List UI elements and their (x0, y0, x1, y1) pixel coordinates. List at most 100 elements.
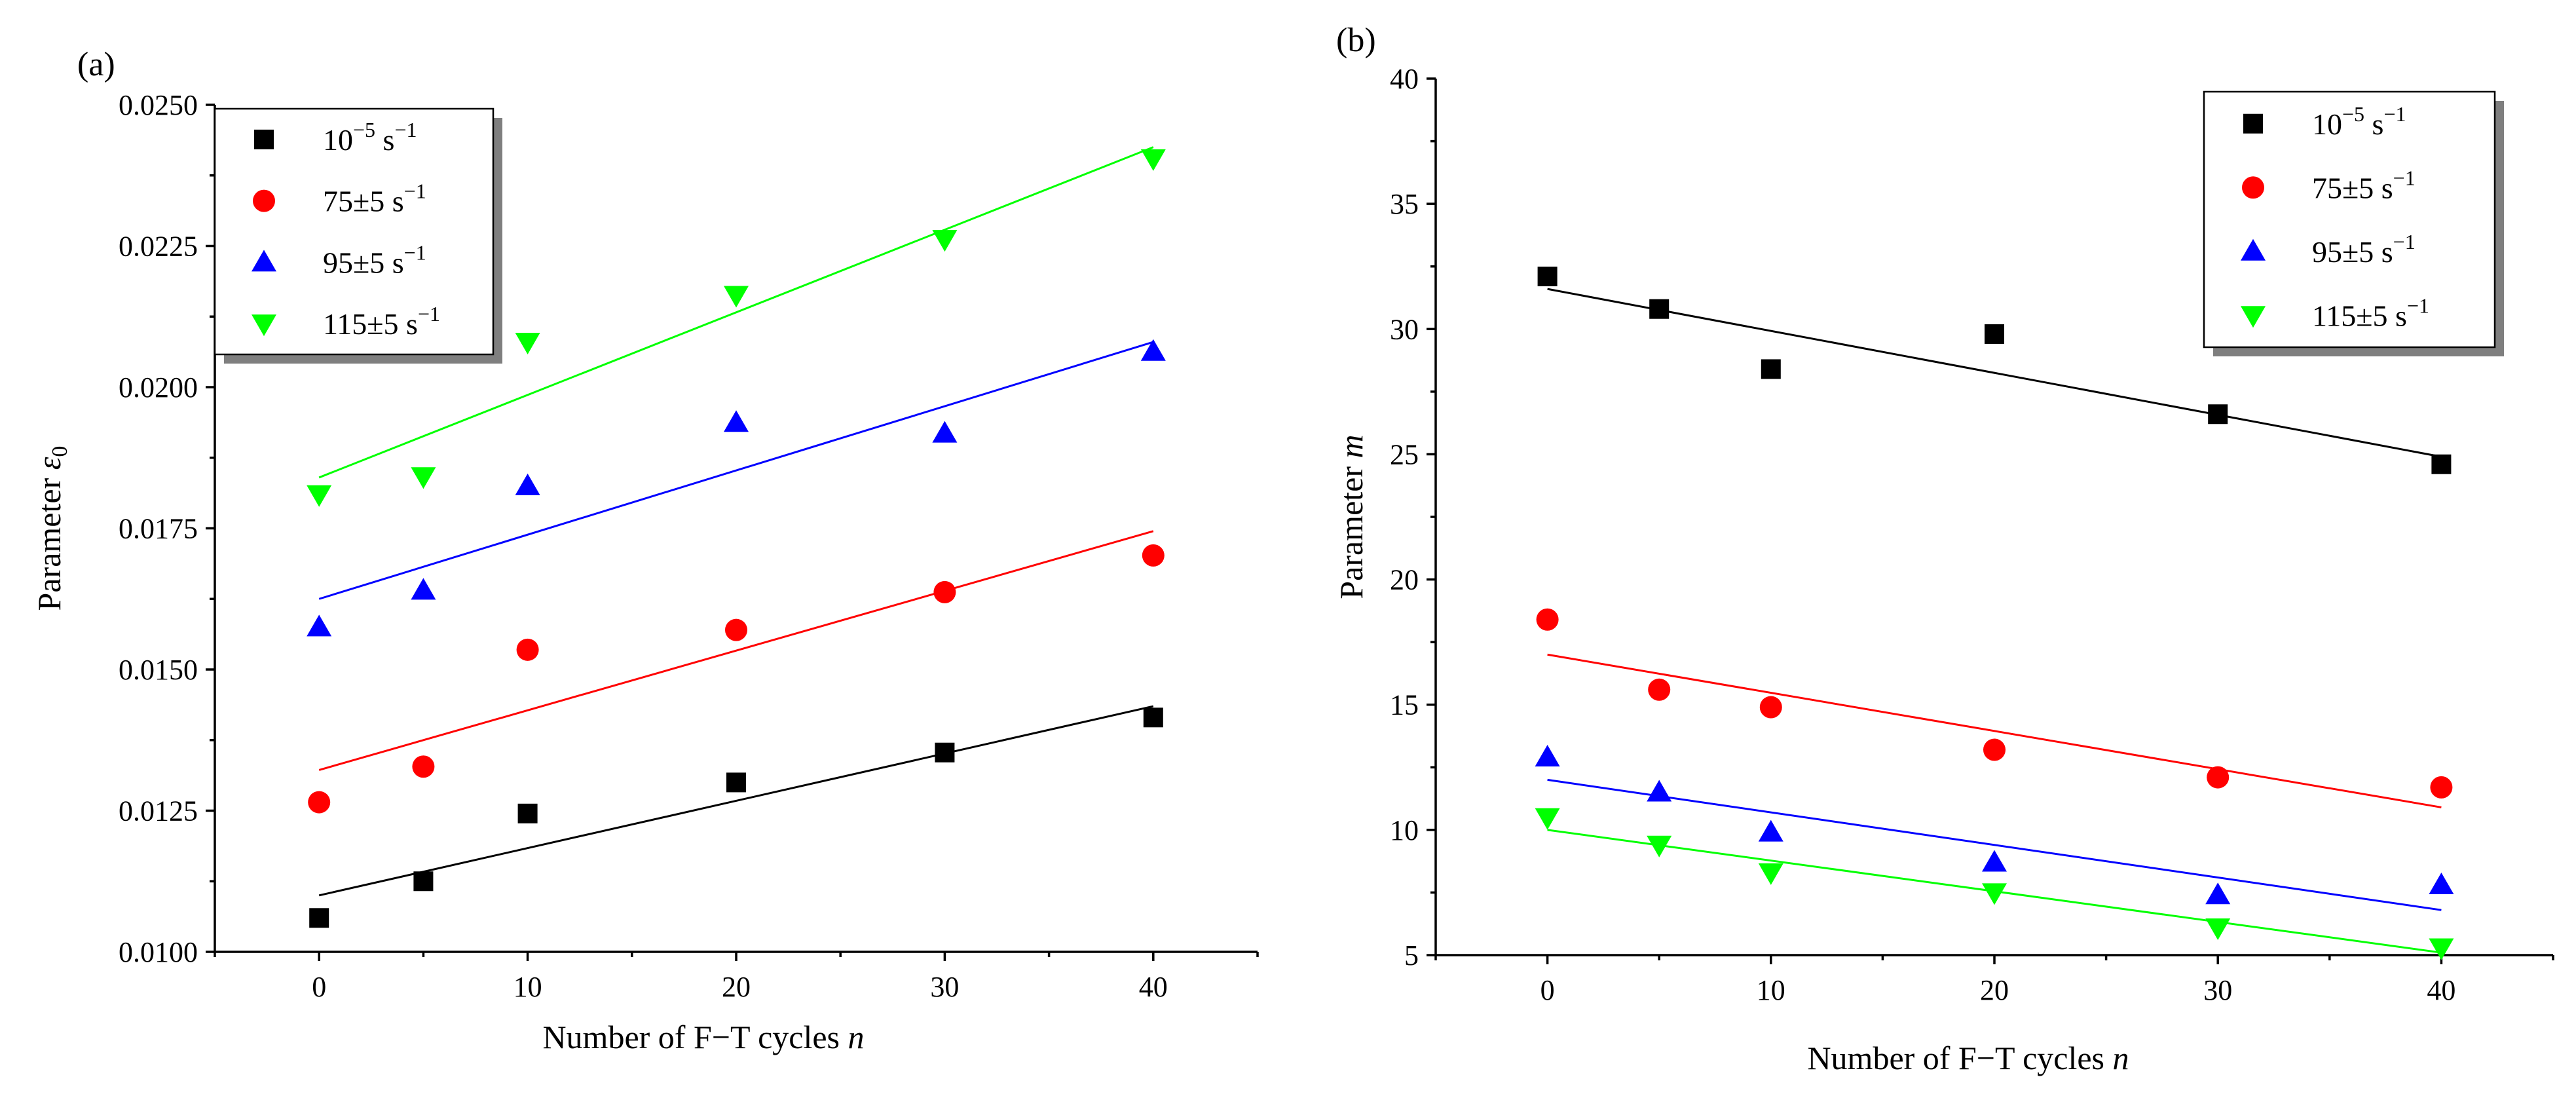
data-point (515, 333, 540, 355)
x-tick-label: 20 (722, 971, 751, 1003)
series-3 (307, 146, 1166, 507)
data-point (1140, 149, 1166, 171)
legend-marker (2243, 113, 2263, 134)
series-3 (1535, 808, 2454, 960)
data-point (307, 485, 332, 507)
data-point (413, 871, 434, 892)
data-point (412, 755, 435, 778)
legend-label: 115±5 s−1 (323, 302, 440, 341)
data-point (1758, 863, 1783, 885)
data-point (933, 580, 956, 603)
legend-marker (252, 314, 276, 337)
data-point (1985, 324, 2004, 344)
fit-line (318, 146, 1154, 479)
fit-line (318, 530, 1154, 771)
data-point (2208, 404, 2228, 424)
y-axis-title: Parameter ε0 (31, 446, 72, 611)
legend-label: 10−5 s−1 (323, 118, 417, 157)
data-point (1647, 835, 1672, 858)
y-tick-label: 0.0125 (119, 795, 198, 827)
data-point (2430, 776, 2453, 799)
data-point (2207, 766, 2230, 789)
x-tick-label: 40 (2427, 974, 2455, 1006)
y-tick-label: 0.0225 (119, 231, 198, 263)
legend-marker (254, 129, 274, 149)
legend-marker (2242, 176, 2264, 199)
y-tick-label: 0.0150 (119, 654, 198, 686)
legend-box (214, 107, 495, 356)
data-point (1140, 339, 1166, 361)
chart-panel-b: 5 10 15 20 25 30 35 40 0 10 20 30 40 Number of F−T cy… (1333, 22, 2554, 1076)
data-point (726, 772, 746, 793)
data-point (411, 467, 436, 489)
data-point (307, 614, 332, 637)
y-tick-label: 20 (1390, 564, 1419, 596)
data-point (932, 421, 958, 443)
data-point (2205, 918, 2231, 940)
data-point (2429, 938, 2454, 960)
data-point (2429, 872, 2454, 894)
y-tick-label: 35 (1390, 188, 1419, 220)
data-point (1535, 808, 1560, 830)
y-tick-label: 10 (1390, 814, 1419, 846)
legend-marker (2241, 306, 2266, 328)
series-2 (1535, 744, 2454, 911)
y-tick-label: 25 (1390, 438, 1419, 470)
legend-marker (253, 189, 275, 212)
legend-label: 75±5 s−1 (2312, 166, 2416, 204)
data-point (1536, 608, 1559, 631)
data-point (1759, 696, 1782, 719)
fit-line (1547, 778, 2442, 911)
data-point (411, 578, 436, 600)
data-point (1648, 678, 1671, 701)
data-point (932, 230, 958, 252)
data-point (1761, 359, 1781, 379)
series-0 (1537, 267, 2452, 474)
x-axis-title: Number of F−T cycles n (542, 1019, 864, 1055)
y-tick-label: 0.0250 (119, 89, 198, 121)
x-tick-label: 0 (312, 971, 326, 1003)
legend-label: 75±5 s−1 (323, 179, 426, 218)
data-point (309, 908, 329, 928)
legend-label: 95±5 s−1 (323, 240, 426, 279)
y-tick-label: 5 (1404, 939, 1419, 971)
y-tick-label: 0.0100 (119, 936, 198, 968)
chart-panel-a: 0.0100 0.0125 0.0150 0.0175 0.0200 0.0225 0.02… (31, 46, 1259, 1055)
legend-box (2203, 90, 2496, 349)
panel-label: (a) (77, 46, 115, 83)
legend-label: 115±5 s−1 (2312, 293, 2429, 332)
data-point (1982, 883, 2007, 905)
x-tick-label: 10 (513, 971, 542, 1003)
data-point (1982, 850, 2007, 872)
data-point (2205, 882, 2231, 905)
data-point (1647, 780, 1672, 802)
series-2 (307, 339, 1166, 637)
data-point (1758, 820, 1783, 842)
x-axis-title: Number of F−T cycles n (1807, 1040, 2129, 1076)
data-point (308, 791, 331, 814)
data-point (1143, 707, 1163, 728)
legend-marker (252, 250, 276, 272)
data-point (1535, 744, 1560, 766)
legend-marker (2241, 238, 2266, 261)
fit-line (1547, 653, 2442, 808)
data-point (2431, 454, 2452, 474)
series-1 (1536, 608, 2453, 808)
y-tick-label: 15 (1390, 689, 1419, 721)
legend-label: 95±5 s−1 (2312, 230, 2416, 269)
panel-label: (b) (1336, 22, 1376, 59)
x-tick-label: 10 (1757, 974, 1785, 1006)
y-tick-label: 0.0175 (119, 513, 198, 545)
data-point (517, 803, 538, 823)
data-point (1142, 544, 1165, 567)
series-0 (309, 705, 1163, 928)
data-point (935, 742, 955, 763)
fit-line (1547, 288, 2442, 458)
y-tick-label: 40 (1390, 63, 1419, 95)
x-tick-label: 0 (1540, 974, 1555, 1006)
data-point (724, 286, 749, 308)
legend: 10−5 s−1 75±5 s−1 95±5 s−1 115±5 s−1 (2203, 90, 2504, 356)
data-point (515, 473, 540, 495)
x-tick-label: 40 (1139, 971, 1168, 1003)
